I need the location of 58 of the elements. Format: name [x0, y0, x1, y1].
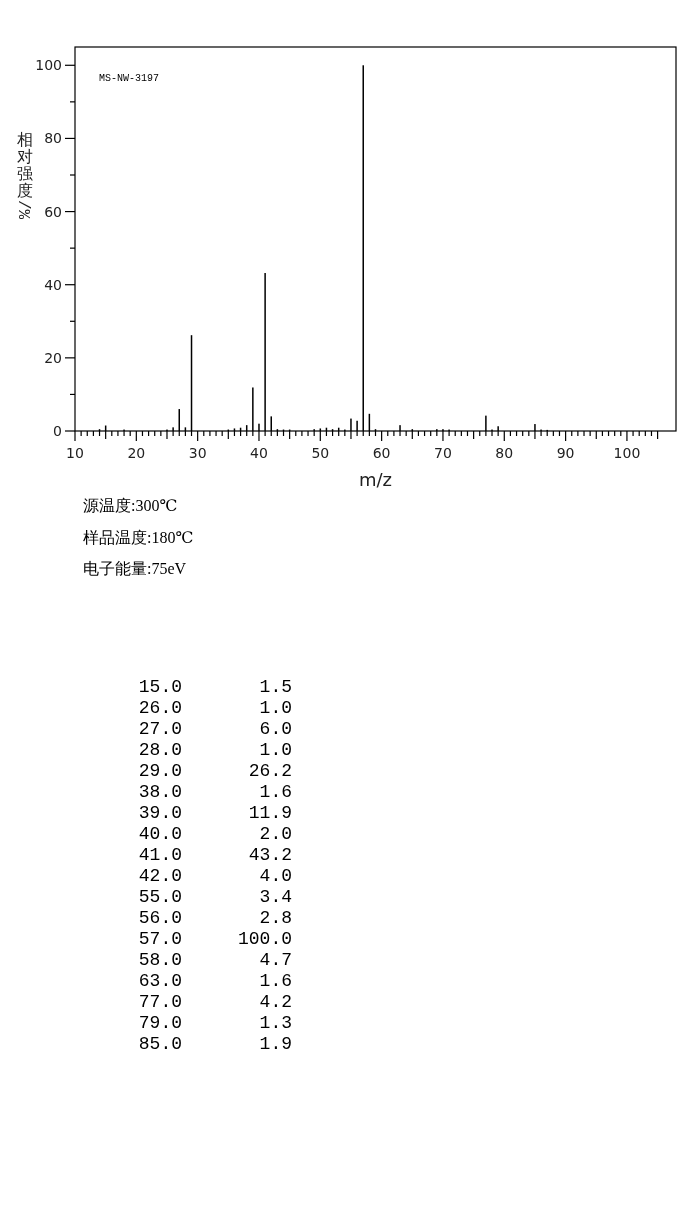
y-tick-label: 20	[44, 349, 62, 366]
category-label: 27.0	[138, 719, 182, 739]
text: 1.0	[259, 740, 292, 760]
x-tick-label: 20	[127, 445, 146, 461]
y-axis-title: 相对强度/%	[14, 130, 33, 220]
text: 2.8	[259, 908, 292, 928]
category-label: 39.0	[138, 803, 182, 823]
category-label: 63.0	[138, 971, 182, 991]
text: 11.9	[248, 803, 292, 823]
text: 4.7	[259, 950, 292, 970]
text: 100.0	[237, 929, 292, 949]
x-tick-label: 50	[311, 445, 330, 461]
category-label: 77.0	[138, 992, 182, 1012]
text: 1.3	[259, 1013, 292, 1033]
text: 26.2	[248, 761, 292, 781]
text: 3.4	[259, 887, 292, 907]
category-label: 55.0	[138, 887, 182, 907]
category-label: 38.0	[138, 782, 182, 802]
y-tick-label: 0	[53, 423, 62, 439]
text: 4.0	[259, 866, 292, 886]
text: 1.6	[259, 971, 292, 991]
y-tick-label: 40	[44, 276, 62, 293]
text: 样品温度:180℃	[83, 528, 194, 546]
category-label: 56.0	[138, 908, 182, 928]
annotation: MS-NW-3197	[99, 73, 160, 84]
text: 源温度:300℃	[83, 497, 178, 514]
category-label: 26.0	[138, 698, 182, 718]
y-tick-label: 100	[35, 57, 62, 74]
x-tick-label: 80	[495, 445, 514, 461]
x-tick-label: 70	[434, 445, 452, 461]
text: 4.2	[259, 992, 292, 1012]
text: 1.5	[259, 677, 292, 697]
category-label: 79.0	[138, 1013, 182, 1033]
category-label: 57.0	[138, 929, 182, 949]
text: 2.0	[259, 824, 292, 844]
text: 6.0	[259, 719, 292, 739]
category-label: 40.0	[138, 824, 182, 844]
x-tick-label: 100	[613, 445, 641, 461]
category-label: 58.0	[138, 950, 182, 970]
category-label: 42.0	[138, 866, 182, 886]
y-tick-label: 80	[44, 130, 62, 147]
x-tick-label: 30	[188, 445, 207, 461]
category-label: 15.0	[138, 677, 182, 697]
y-tick-label: 60	[44, 203, 62, 220]
text: 1.6	[259, 782, 292, 802]
x-tick-label: 10	[66, 445, 84, 461]
x-tick-label: 40	[250, 445, 268, 461]
category-label: 41.0	[138, 845, 182, 865]
x-tick-label: 90	[556, 445, 575, 461]
x-tick-label: 60	[372, 445, 391, 461]
text: 1.0	[259, 698, 292, 718]
x-axis-title: m/z	[358, 469, 393, 490]
text: 1.9	[259, 1034, 292, 1054]
category-label: 29.0	[138, 761, 182, 781]
text: 43.2	[248, 845, 292, 865]
category-label: 28.0	[138, 740, 182, 760]
text: 电子能量:75eV	[83, 560, 187, 577]
category-label: 85.0	[138, 1034, 182, 1054]
